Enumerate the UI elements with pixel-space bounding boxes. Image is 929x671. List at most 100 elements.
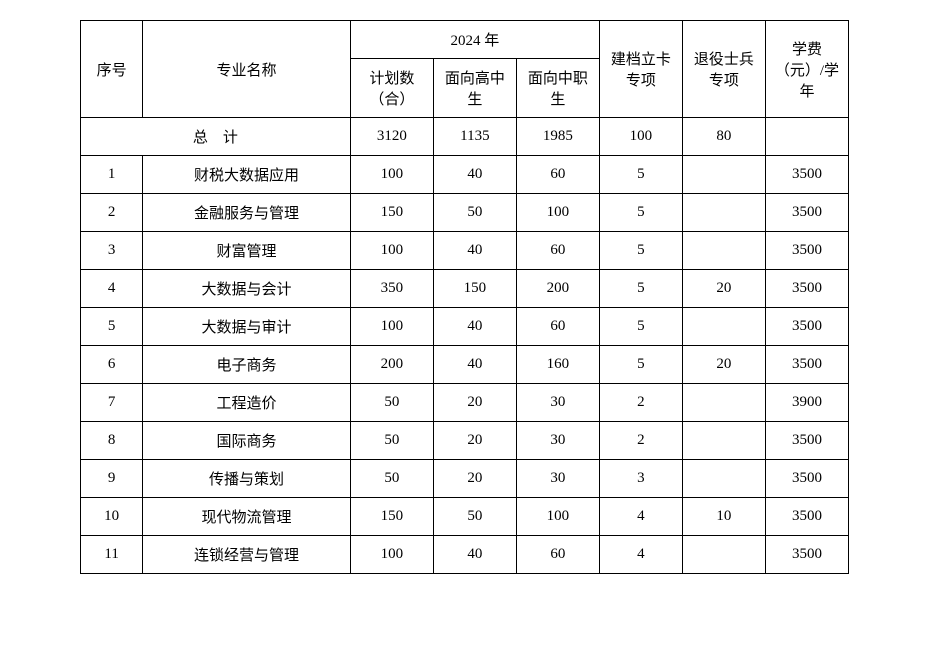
cell-tysb: 10 [682, 498, 765, 536]
cell-name: 电子商务 [143, 346, 351, 384]
cell-tysb: 20 [682, 346, 765, 384]
cell-fee: 3500 [765, 422, 848, 460]
cell-seq: 8 [81, 422, 143, 460]
totals-row: 总 计 3120 1135 1985 100 80 [81, 118, 849, 156]
table-row: 4大数据与会计3501502005203500 [81, 270, 849, 308]
cell-vs: 30 [516, 460, 599, 498]
col-year-group: 2024 年 [350, 21, 599, 59]
cell-seq: 6 [81, 346, 143, 384]
cell-fee: 3500 [765, 270, 848, 308]
cell-name: 财税大数据应用 [143, 156, 351, 194]
cell-jdlk: 5 [599, 346, 682, 384]
col-plan: 计划数（合） [350, 59, 433, 118]
cell-name: 国际商务 [143, 422, 351, 460]
col-name: 专业名称 [143, 21, 351, 118]
cell-name: 传播与策划 [143, 460, 351, 498]
cell-hs: 20 [433, 422, 516, 460]
cell-vs: 60 [516, 232, 599, 270]
total-jdlk: 100 [599, 118, 682, 156]
cell-seq: 3 [81, 232, 143, 270]
cell-name: 大数据与审计 [143, 308, 351, 346]
table-row: 11连锁经营与管理100406043500 [81, 536, 849, 574]
total-vs: 1985 [516, 118, 599, 156]
cell-vs: 30 [516, 422, 599, 460]
cell-plan: 100 [350, 308, 433, 346]
cell-fee: 3500 [765, 498, 848, 536]
cell-tysb: 20 [682, 270, 765, 308]
cell-fee: 3500 [765, 346, 848, 384]
table-row: 7工程造价50203023900 [81, 384, 849, 422]
total-tysb: 80 [682, 118, 765, 156]
cell-seq: 2 [81, 194, 143, 232]
total-plan: 3120 [350, 118, 433, 156]
col-seq: 序号 [81, 21, 143, 118]
cell-tysb [682, 384, 765, 422]
table-row: 6电子商务200401605203500 [81, 346, 849, 384]
cell-name: 大数据与会计 [143, 270, 351, 308]
cell-plan: 100 [350, 156, 433, 194]
table-row: 5大数据与审计100406053500 [81, 308, 849, 346]
cell-seq: 9 [81, 460, 143, 498]
col-tysb: 退役士兵专项 [682, 21, 765, 118]
cell-seq: 4 [81, 270, 143, 308]
cell-vs: 60 [516, 156, 599, 194]
table-row: 3财富管理100406053500 [81, 232, 849, 270]
table-header: 序号 专业名称 2024 年 建档立卡专项 退役士兵专项 学费（元）/学年 计划… [81, 21, 849, 156]
cell-plan: 100 [350, 232, 433, 270]
cell-tysb [682, 422, 765, 460]
cell-jdlk: 4 [599, 536, 682, 574]
col-jdlk: 建档立卡专项 [599, 21, 682, 118]
cell-tysb [682, 232, 765, 270]
cell-plan: 100 [350, 536, 433, 574]
cell-fee: 3500 [765, 308, 848, 346]
col-fee: 学费（元）/学年 [765, 21, 848, 118]
cell-plan: 150 [350, 194, 433, 232]
table-row: 2金融服务与管理1505010053500 [81, 194, 849, 232]
cell-plan: 350 [350, 270, 433, 308]
cell-vs: 30 [516, 384, 599, 422]
cell-hs: 50 [433, 194, 516, 232]
cell-hs: 40 [433, 232, 516, 270]
cell-hs: 40 [433, 536, 516, 574]
cell-jdlk: 5 [599, 194, 682, 232]
cell-jdlk: 2 [599, 422, 682, 460]
cell-jdlk: 3 [599, 460, 682, 498]
cell-vs: 200 [516, 270, 599, 308]
table-body: 1财税大数据应用1004060535002金融服务与管理150501005350… [81, 156, 849, 574]
cell-jdlk: 2 [599, 384, 682, 422]
cell-vs: 60 [516, 536, 599, 574]
total-hs: 1135 [433, 118, 516, 156]
total-fee [765, 118, 848, 156]
cell-plan: 50 [350, 384, 433, 422]
col-vs: 面向中职生 [516, 59, 599, 118]
table-row: 1财税大数据应用10040605 3500 [81, 156, 849, 194]
cell-hs: 20 [433, 384, 516, 422]
cell-name: 连锁经营与管理 [143, 536, 351, 574]
cell-hs: 50 [433, 498, 516, 536]
cell-jdlk: 5 [599, 270, 682, 308]
cell-hs: 150 [433, 270, 516, 308]
cell-tysb [682, 308, 765, 346]
cell-jdlk: 5 [599, 156, 682, 194]
cell-fee: 3500 [765, 156, 848, 194]
cell-plan: 150 [350, 498, 433, 536]
cell-hs: 20 [433, 460, 516, 498]
enrollment-table: 序号 专业名称 2024 年 建档立卡专项 退役士兵专项 学费（元）/学年 计划… [80, 20, 849, 574]
cell-plan: 50 [350, 422, 433, 460]
cell-vs: 60 [516, 308, 599, 346]
cell-fee: 3900 [765, 384, 848, 422]
cell-name: 财富管理 [143, 232, 351, 270]
cell-hs: 40 [433, 308, 516, 346]
cell-vs: 100 [516, 194, 599, 232]
cell-seq: 5 [81, 308, 143, 346]
cell-name: 现代物流管理 [143, 498, 351, 536]
cell-fee: 3500 [765, 536, 848, 574]
cell-fee: 3500 [765, 460, 848, 498]
cell-vs: 160 [516, 346, 599, 384]
cell-hs: 40 [433, 156, 516, 194]
cell-vs: 100 [516, 498, 599, 536]
cell-seq: 7 [81, 384, 143, 422]
cell-fee: 3500 [765, 194, 848, 232]
cell-seq: 1 [81, 156, 143, 194]
table-row: 9传播与策划50203033500 [81, 460, 849, 498]
